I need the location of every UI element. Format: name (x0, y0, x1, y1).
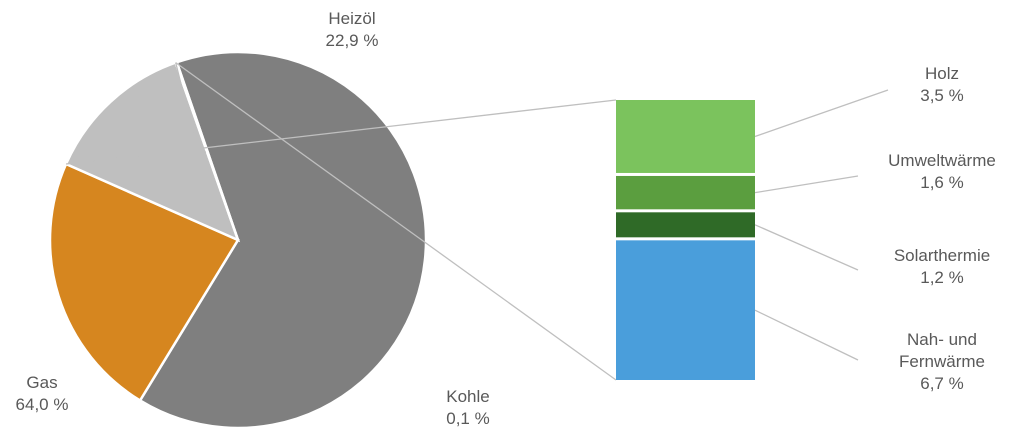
data-label-heizoel: Heizöl 22,9 % (326, 9, 379, 50)
bar-segment-solar (616, 212, 755, 238)
data-label-gas: Gas 64,0 % (16, 373, 69, 414)
leader-line-kohle (175, 62, 207, 153)
bar-segment-fern (616, 240, 755, 380)
bar-segment-umwelt (616, 175, 755, 210)
pie-slice-heizoel (48, 162, 240, 403)
data-label-fern: Nah- und Fernwärme 6,7 % (899, 330, 985, 393)
data-label-solar: Solarthermie 1,2 % (894, 246, 990, 287)
connector-line-bottom (175, 62, 617, 381)
pie (48, 50, 428, 430)
leader-line-fern (754, 309, 859, 361)
leader-line-umwelt (754, 175, 859, 194)
leader-line-solar (754, 224, 859, 271)
breakout-bar (616, 100, 755, 380)
bar-segment-holz (616, 100, 755, 173)
connector-line-top (65, 99, 617, 165)
data-label-umwelt: Umweltwärme 1,6 % (888, 151, 996, 192)
pie-slice-other (64, 61, 241, 243)
data-labels: Heizöl 22,9 % Gas 64,0 % Kohle 0,1 % Holz 3,5 %… (16, 9, 996, 428)
leader-line-holz (754, 89, 889, 138)
data-label-holz: Holz 3,5 % (920, 64, 963, 105)
pie-slice-gas (138, 50, 428, 430)
connector-lines (65, 62, 889, 381)
data-label-kohle: Kohle 0,1 % (446, 387, 489, 428)
